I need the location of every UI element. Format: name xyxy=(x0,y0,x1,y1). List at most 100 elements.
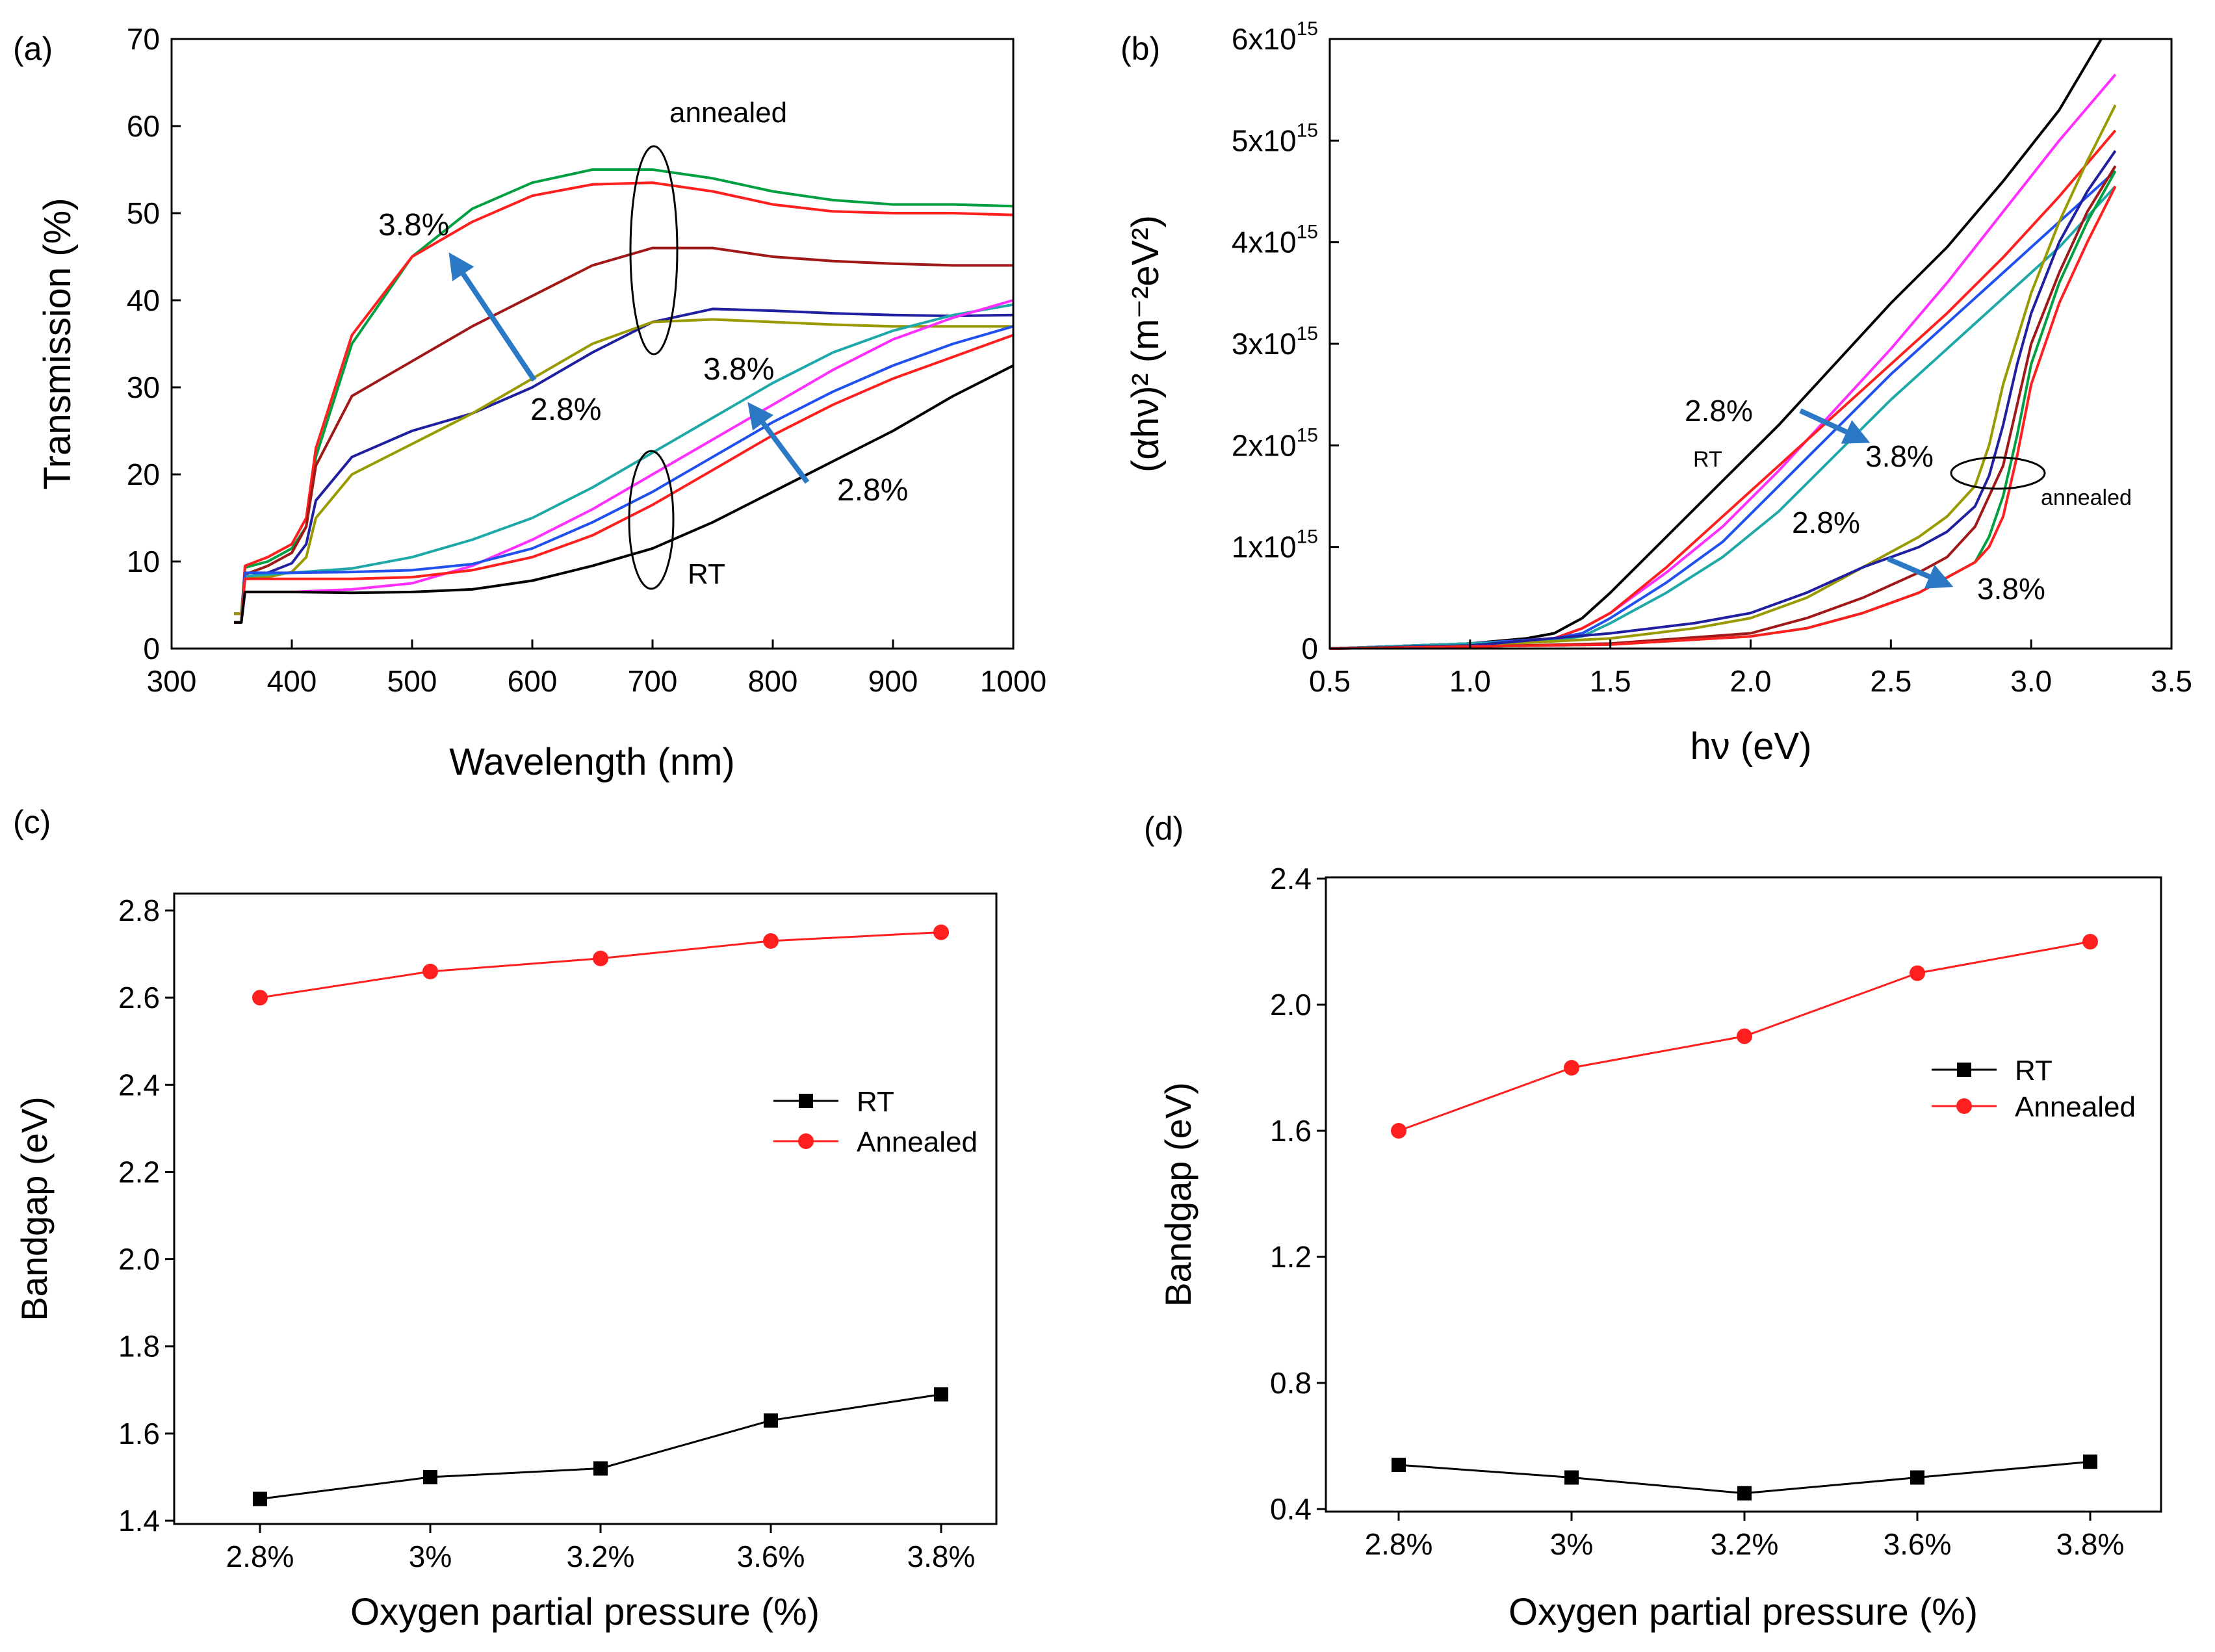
panel-b-x-tick-label: 0.5 xyxy=(1309,664,1351,698)
panel-c-rt-point xyxy=(423,1469,437,1484)
panel-c-label: (c) xyxy=(13,804,51,840)
panel-c-x-tick-label: 2.8% xyxy=(226,1540,294,1573)
panel-a-series-rt-red-line xyxy=(234,333,1014,624)
panel-b-x-tick-label: 2.5 xyxy=(1870,664,1911,698)
panel-a-y-tick-label: 40 xyxy=(127,283,160,317)
panel-d-x-axis-label: Oxygen partial pressure (%) xyxy=(1509,1591,1978,1633)
panel-a-series-rt-teal-line xyxy=(234,303,1014,624)
panel-b-series-annealed-olive-line xyxy=(1329,104,2117,650)
panel-b-annealed-label: annealed xyxy=(2041,485,2132,510)
panel-a-series-annealed-green-line xyxy=(234,168,1014,615)
panel-c-annealed-point xyxy=(763,933,779,949)
panel-a-y-tick-label: 20 xyxy=(127,458,160,491)
panel-d-annealed-point xyxy=(1910,965,1925,981)
panel-c-y-tick-label: 2.2 xyxy=(118,1155,160,1189)
panel-a-series-annealed-darkred-line xyxy=(234,246,1013,615)
panel-c-legend-annealed-label: Annealed xyxy=(857,1126,978,1158)
panel-b-y-tick-label: 1x1015 xyxy=(1232,526,1318,564)
panel-b-rt-low-label: 2.8% xyxy=(1685,394,1753,428)
panel-c-rt-line xyxy=(259,1393,942,1500)
panel-b: (b) 0.5 1.0 1.5 2.0 2.5 3.0 3.5 0 1x1015 2x1015 3x… xyxy=(1120,18,2192,768)
panel-d-x-tick-label: 3.6% xyxy=(1884,1527,1952,1561)
panel-d-annealed-point xyxy=(2082,934,2098,949)
panel-b-annealed-ellipse xyxy=(1950,456,2046,490)
panel-c-annealed-point xyxy=(933,924,949,940)
panel-c-rt-point xyxy=(593,1461,608,1476)
panel-c-rt-point xyxy=(764,1413,778,1428)
panel-a-x-tick-label: 1000 xyxy=(980,664,1046,698)
panel-c-y-tick-label: 2.0 xyxy=(118,1243,160,1276)
panel-d-label: (d) xyxy=(1144,810,1184,847)
panel-c-x-tick-label: 3.2% xyxy=(567,1540,635,1573)
panel-c-y-axis-label: Bandgap (eV) xyxy=(14,1096,55,1321)
panel-a-annealed-high-label: 3.8% xyxy=(378,208,449,242)
panel-a-x-tick-label: 400 xyxy=(267,664,317,698)
panel-d-legend-rt-marker xyxy=(1957,1063,1971,1077)
panel-d-x-tick-label: 3.2% xyxy=(1711,1527,1779,1561)
panel-d-y-tick-label: 0.8 xyxy=(1270,1366,1312,1400)
panel-b-x-tick-label: 1.5 xyxy=(1590,664,1631,698)
panel-a-y-axis-label: Transmission (%) xyxy=(36,198,79,489)
panel-b-y-tick-label: 0 xyxy=(1301,632,1318,665)
panel-d-x-tick-label: 3.8% xyxy=(2056,1527,2125,1561)
panel-c-y-tick-label: 1.8 xyxy=(118,1330,160,1363)
panel-a-y-tick-label: 30 xyxy=(127,370,160,404)
panel-b-x-tick-label: 3.5 xyxy=(2151,664,2192,698)
panel-a-rt-label: RT xyxy=(688,558,725,590)
panel-a: (a) 300 400 500 600 700 800 900 1000 0 10 20 30 40 50… xyxy=(13,22,1046,783)
panel-b-rt-high-label: 3.8% xyxy=(1865,439,1934,473)
panel-b-y-tick-label: 3x1015 xyxy=(1232,323,1318,361)
panel-d-y-axis-label: Bandgap (eV) xyxy=(1158,1082,1198,1307)
panel-b-series-rt-black-line xyxy=(1329,38,2103,650)
panel-d-legend-annealed-marker xyxy=(1956,1098,1972,1114)
panel-b-y-tick-label: 2x1015 xyxy=(1232,424,1318,462)
panel-c-legend-rt-marker xyxy=(799,1094,813,1108)
panel-a-x-tick-label: 600 xyxy=(508,664,558,698)
panel-a-y-tick-label: 10 xyxy=(127,545,160,578)
panel-d-legend-annealed-label: Annealed xyxy=(2015,1091,2136,1123)
panel-a-x-tick-label: 700 xyxy=(628,664,678,698)
panel-d-annealed-point xyxy=(1391,1123,1406,1139)
panel-b-series-annealed-darkred-line xyxy=(1329,165,2117,650)
panel-a-x-axis-label: Wavelength (nm) xyxy=(449,741,734,783)
panel-a-rt-arrow xyxy=(747,402,810,484)
panel-c-y-tick-label: 1.6 xyxy=(118,1417,160,1451)
panel-c-legend-annealed-marker xyxy=(798,1133,814,1149)
panel-b-y-tick-label: 6x1015 xyxy=(1232,18,1318,56)
panel-c-annealed-point xyxy=(252,990,268,1006)
panel-d-legend-rt-label: RT xyxy=(2015,1055,2053,1087)
panel-b-y-tick-label: 5x1015 xyxy=(1232,120,1318,157)
panel-c-x-tick-label: 3.8% xyxy=(907,1540,976,1573)
panel-b-rt-arrow xyxy=(1799,408,1871,444)
panel-c-y-tick-label: 2.4 xyxy=(118,1068,160,1102)
panel-a-y-tick-label: 60 xyxy=(127,109,160,143)
panel-b-rt-label: RT xyxy=(1693,447,1722,472)
panel-c-y-tick-label: 2.8 xyxy=(118,894,160,927)
panel-a-label: (a) xyxy=(13,31,53,67)
panel-d-x-tick-label: 3% xyxy=(1550,1527,1593,1561)
panel-b-annealed-high-label: 3.8% xyxy=(1977,572,2045,606)
panel-c-annealed-point xyxy=(593,950,608,966)
panel-a-axes-frame xyxy=(170,38,1015,650)
panel-d-x-tick-label: 2.8% xyxy=(1365,1527,1433,1561)
panel-d-rt-point xyxy=(1564,1470,1579,1485)
panel-a-series-annealed-red-line xyxy=(234,181,1014,624)
panel-a-series-annealed-olive-line xyxy=(234,318,1013,615)
panel-d-rt-point xyxy=(1392,1458,1406,1473)
panel-c: (c) 2.8% 3% 3.2% 3.6% 3.8% 1.4 1.6 1.8 2.0 2.2 2.4… xyxy=(13,804,998,1633)
panel-a-annealed-label: annealed xyxy=(669,97,787,129)
panel-a-rt-low-label: 2.8% xyxy=(837,473,908,508)
panel-c-x-axis-label: Oxygen partial pressure (%) xyxy=(350,1591,820,1633)
panel-b-x-tick-label: 3.0 xyxy=(2010,664,2052,698)
panel-d-axes-frame xyxy=(1325,876,2162,1513)
panel-c-annealed-point xyxy=(422,963,438,979)
panel-d-rt-point xyxy=(1910,1470,1924,1485)
panel-d-annealed-point xyxy=(1737,1028,1752,1044)
panel-a-y-tick-label: 50 xyxy=(127,196,160,230)
panel-b-y-tick-label: 4x1015 xyxy=(1232,222,1318,259)
panel-a-series-rt-black-line xyxy=(234,364,1014,624)
panel-d-y-tick-label: 1.2 xyxy=(1270,1240,1312,1274)
panel-c-legend: RT Annealed xyxy=(773,1086,978,1158)
panel-c-y-tick-label: 1.4 xyxy=(118,1504,160,1538)
